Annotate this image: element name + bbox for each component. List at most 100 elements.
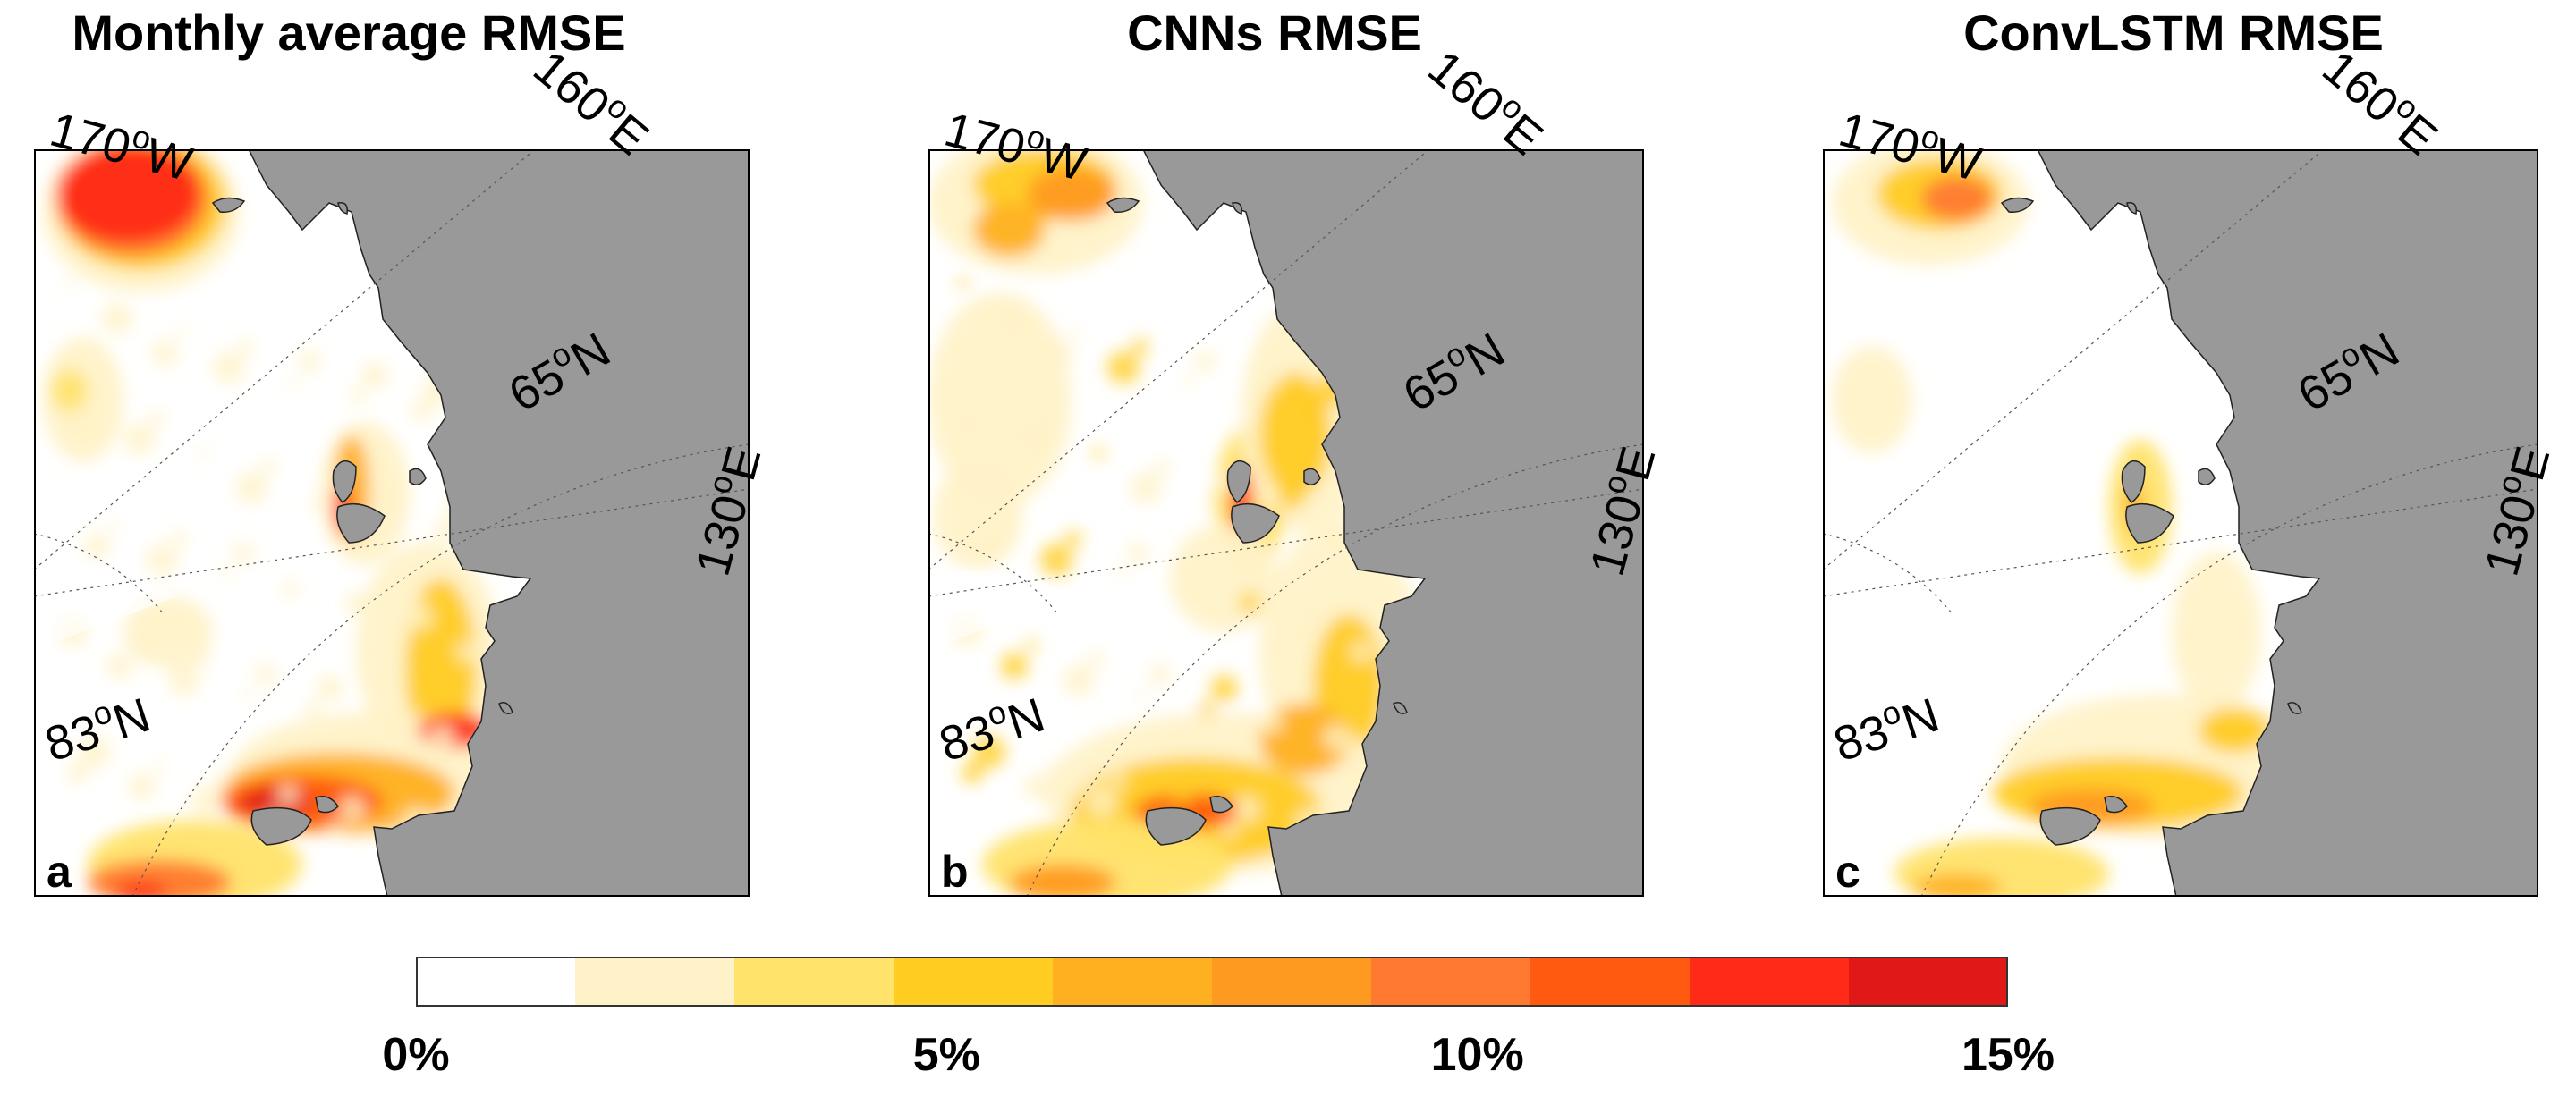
rmse-speckle <box>428 724 455 751</box>
rmse-speckle <box>981 399 992 409</box>
rmse-speckle <box>406 603 433 630</box>
island <box>1209 796 1233 814</box>
rmse-speckle <box>1194 350 1216 372</box>
rmse-speckle <box>123 423 156 455</box>
rmse-speckle <box>1088 652 1104 668</box>
meridian-line <box>928 488 1644 597</box>
colorbar-frame <box>416 957 2008 1007</box>
rmse-speckle <box>260 460 276 476</box>
rmse-speckle <box>1155 460 1171 476</box>
panel-letter: c <box>1835 847 1860 897</box>
rmse-speckle <box>277 784 299 806</box>
rmse-speckle <box>146 544 178 576</box>
rmse-speckle <box>1256 362 1283 389</box>
rmse-speckle <box>84 532 111 559</box>
colorbar-svg <box>416 957 2009 1007</box>
island <box>1106 197 1140 213</box>
meridian-line <box>34 488 750 597</box>
panel-c-title: ConvLSTM RMSE <box>1963 4 2384 61</box>
rmse-speckle <box>1172 784 1193 806</box>
island <box>1145 806 1207 846</box>
map-frame <box>34 149 750 897</box>
rmse-speckle <box>1239 592 1260 613</box>
map-panel-b: 170oW 160oE 65oN 130oE 83oN b <box>928 40 1665 897</box>
rmse-speckle <box>67 762 89 783</box>
map-panel-a: 170oW 160oE 65oN 130oE 83oN a <box>34 40 771 897</box>
meridian-line <box>928 149 1430 570</box>
rmse-speckle <box>1107 351 1140 384</box>
rmse-speckle <box>361 362 388 389</box>
rmse-speckle <box>1244 388 1260 404</box>
island <box>2287 702 2302 714</box>
rmse-patch <box>1894 838 2109 897</box>
panel-letter: b <box>941 847 969 897</box>
island <box>250 806 312 846</box>
land-mass <box>248 149 750 897</box>
colorbar-segment <box>1212 957 1372 1007</box>
rmse-patch <box>1921 176 1993 221</box>
land-mass <box>1142 149 1644 897</box>
rmse-speckle <box>131 640 142 651</box>
rmse-patch <box>1832 346 1912 453</box>
rmse-speckle <box>255 663 276 685</box>
colorbar-tick-0: 0% <box>382 1029 450 1081</box>
rmse-speckle <box>1018 423 1050 455</box>
rmse-speckle <box>191 785 223 817</box>
rmse-speckle <box>959 278 970 289</box>
rmse-speckle <box>1001 653 1028 679</box>
rmse-patch <box>933 462 1022 570</box>
parallel-line <box>928 533 1059 615</box>
panel-b-title: CNNs RMSE <box>1127 4 1422 61</box>
rmse-speckle <box>1026 640 1037 651</box>
rmse-speckle <box>1132 339 1148 355</box>
colorbar-tick-5: 5% <box>912 1029 980 1081</box>
rmse-speckle <box>1085 785 1117 817</box>
rmse-speckle <box>411 400 433 421</box>
island <box>1226 460 1251 503</box>
rmse-speckle <box>1115 569 1126 579</box>
island <box>2039 806 2101 846</box>
rmse-speckle <box>1289 629 1305 646</box>
island <box>498 702 513 714</box>
rmse-speckle <box>221 569 232 579</box>
colorbar-segment <box>1690 957 1850 1007</box>
rmse-speckle <box>310 497 321 508</box>
colorbar <box>416 957 2009 1007</box>
colorbar-segment <box>894 957 1054 1007</box>
rmse-speckle <box>79 736 111 768</box>
rmse-speckle <box>1306 400 1327 421</box>
island <box>409 468 427 485</box>
island <box>1303 468 1321 485</box>
rmse-speckle <box>1130 472 1162 504</box>
rmse-speckle <box>129 773 156 800</box>
rmse-speckle <box>962 762 983 783</box>
colorbar-tick-15: 15% <box>1961 1029 2055 1081</box>
rmse-speckle <box>1048 761 1059 772</box>
rmse-speckle <box>154 761 165 772</box>
graticule <box>1823 149 2538 897</box>
rmse-speckle <box>1138 689 1148 700</box>
island <box>2126 202 2138 215</box>
rmse-speckle <box>300 350 321 372</box>
colorbar-segment <box>1053 957 1213 1007</box>
island <box>336 502 386 544</box>
rmse-speckle <box>1110 772 1126 789</box>
rmse-speckle <box>1205 497 1216 508</box>
rmse-speckle <box>339 796 366 823</box>
rmse-speckle <box>1199 701 1216 717</box>
rmse-speckle <box>1278 483 1305 510</box>
rmse-speckle <box>1323 724 1350 751</box>
rmse-patch <box>1009 865 1116 897</box>
colorbar-segment <box>575 957 735 1007</box>
rmse-speckle <box>996 302 1028 334</box>
rmse-speckle <box>1222 822 1238 838</box>
rmse-speckle <box>305 701 321 717</box>
island <box>211 197 246 213</box>
rmse-speckle <box>1043 410 1059 426</box>
rmse-field <box>928 149 1420 897</box>
rmse-speckle <box>327 822 343 838</box>
rmse-speckle <box>979 532 1005 559</box>
rmse-speckle <box>87 399 97 409</box>
colorbar-segment <box>1371 957 1531 1007</box>
